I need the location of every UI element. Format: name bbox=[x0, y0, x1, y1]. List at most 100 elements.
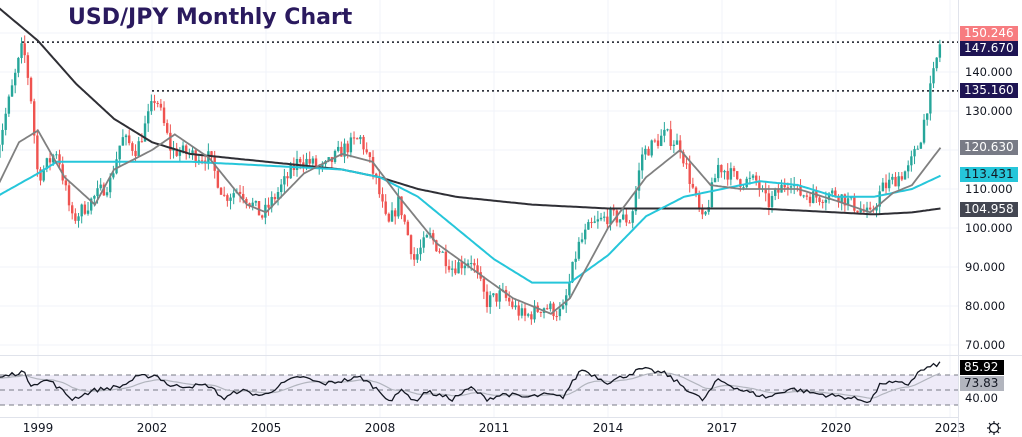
candle-down bbox=[726, 170, 729, 180]
candle-down bbox=[460, 262, 463, 269]
settings-gear-icon[interactable] bbox=[986, 420, 1002, 436]
candle-up bbox=[337, 146, 340, 151]
candle-down bbox=[894, 176, 897, 187]
candle-up bbox=[343, 143, 346, 157]
candle-down bbox=[435, 240, 438, 252]
candle-up bbox=[419, 247, 422, 255]
candle-up bbox=[916, 148, 919, 150]
candle-up bbox=[812, 191, 815, 203]
candle-down bbox=[884, 182, 888, 189]
candle-up bbox=[641, 154, 644, 171]
candle-up bbox=[891, 176, 894, 180]
time-axis-label: 2014 bbox=[593, 421, 624, 435]
candle-down bbox=[67, 185, 71, 206]
candle-up bbox=[824, 199, 828, 203]
candle-down bbox=[698, 194, 701, 209]
candle-up bbox=[596, 219, 600, 222]
candle-down bbox=[29, 77, 33, 102]
candle-up bbox=[99, 184, 102, 189]
candle-up bbox=[77, 216, 80, 221]
candle-up bbox=[577, 241, 581, 259]
ma-long-tag: 104.958 bbox=[960, 202, 1018, 217]
candle-up bbox=[229, 197, 232, 201]
candle-up bbox=[603, 216, 606, 218]
candle-up bbox=[55, 154, 58, 156]
candle-down bbox=[701, 208, 704, 215]
candle-up bbox=[527, 314, 530, 316]
candle-down bbox=[166, 123, 169, 133]
candle-down bbox=[783, 184, 786, 188]
candle-up bbox=[321, 164, 324, 167]
candles bbox=[0, 35, 942, 325]
candle-up bbox=[549, 303, 552, 310]
candle-down bbox=[302, 162, 305, 166]
candle-down bbox=[530, 314, 533, 320]
candle-up bbox=[710, 182, 714, 208]
candle-up bbox=[571, 261, 574, 283]
time-axis-label: 2020 bbox=[821, 421, 852, 435]
candle-down bbox=[473, 263, 476, 266]
candle-up bbox=[14, 72, 17, 86]
candle-down bbox=[64, 180, 68, 186]
candle-down bbox=[764, 188, 767, 194]
candle-up bbox=[115, 159, 118, 174]
chart-title: USD/JPY Monthly Chart bbox=[68, 5, 353, 30]
candle-down bbox=[736, 171, 739, 180]
candle-down bbox=[169, 132, 172, 151]
candle-up bbox=[660, 135, 663, 146]
candle-down bbox=[628, 222, 631, 224]
candle-down bbox=[834, 190, 837, 197]
candle-down bbox=[546, 308, 549, 310]
candle-up bbox=[451, 268, 454, 270]
candle-up bbox=[118, 145, 121, 160]
candle-up bbox=[704, 211, 707, 215]
candle-down bbox=[375, 173, 378, 177]
candle-down bbox=[409, 235, 413, 255]
price-axis-label: 80.000 bbox=[965, 299, 1006, 313]
moving-averages bbox=[0, 7, 942, 315]
grid bbox=[0, 0, 958, 417]
candle-down bbox=[720, 164, 723, 173]
candle-down bbox=[83, 204, 87, 214]
candle-up bbox=[463, 265, 467, 269]
candle-down bbox=[48, 158, 52, 163]
candle-up bbox=[888, 179, 891, 189]
candle-down bbox=[694, 187, 698, 195]
candle-up bbox=[650, 140, 653, 156]
candle-down bbox=[261, 215, 264, 218]
candle-up bbox=[232, 193, 235, 198]
candle-down bbox=[625, 214, 628, 223]
candle-down bbox=[856, 210, 859, 213]
candle-down bbox=[511, 301, 514, 308]
candle-down bbox=[267, 204, 270, 208]
candle-up bbox=[609, 209, 612, 225]
candle-down bbox=[818, 197, 821, 202]
candle-up bbox=[634, 190, 638, 212]
candle-up bbox=[881, 182, 885, 192]
candle-down bbox=[447, 266, 451, 270]
candle-up bbox=[742, 187, 745, 189]
rsi-signal-tag: 73.83 bbox=[960, 376, 1004, 391]
candle-down bbox=[387, 213, 391, 222]
time-axis-label: 1999 bbox=[23, 421, 54, 435]
candle-down bbox=[238, 191, 242, 194]
candle-down bbox=[365, 149, 368, 153]
price-axis-label: 110.000 bbox=[965, 182, 1013, 196]
candle-down bbox=[653, 140, 657, 142]
candle-down bbox=[679, 140, 682, 153]
ma-short-line bbox=[0, 129, 942, 315]
candle-up bbox=[666, 129, 669, 131]
candle-down bbox=[821, 201, 824, 203]
candle-down bbox=[739, 179, 742, 188]
candle-down bbox=[23, 43, 26, 56]
candle-up bbox=[903, 171, 907, 180]
candle-down bbox=[216, 170, 220, 188]
candle-down bbox=[131, 143, 134, 151]
time-axis[interactable]: 1999 2002 2005 2008 2011 2014 2017 2020 2023 bbox=[23, 421, 966, 435]
candle-up bbox=[390, 210, 394, 222]
time-axis-label: 2002 bbox=[137, 421, 168, 435]
resistance-tag-1: 147.670 bbox=[960, 41, 1018, 56]
candle-down bbox=[378, 176, 381, 195]
time-axis-label: 2005 bbox=[251, 421, 282, 435]
